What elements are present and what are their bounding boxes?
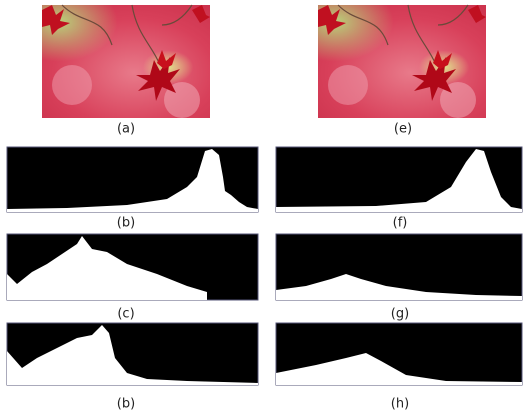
panel-label: (b) — [117, 397, 135, 412]
histogram — [7, 323, 258, 385]
photo-processed — [318, 5, 486, 118]
panel-label: (b) — [117, 216, 135, 231]
histogram — [276, 234, 522, 300]
photo-original — [42, 5, 210, 118]
panel-label: (c) — [117, 307, 134, 322]
histogram — [7, 147, 258, 212]
histogram — [276, 323, 522, 385]
histogram — [276, 147, 522, 212]
panel-label: (e) — [394, 122, 412, 137]
histogram — [7, 234, 258, 300]
panel-label: (f) — [393, 216, 408, 231]
panel-label: (a) — [117, 122, 135, 137]
figure: (a) (e) (b) (f) (c) (g) (b) (h) — [0, 0, 526, 417]
panel-label: (g) — [391, 307, 409, 322]
panel-label: (h) — [391, 397, 409, 412]
